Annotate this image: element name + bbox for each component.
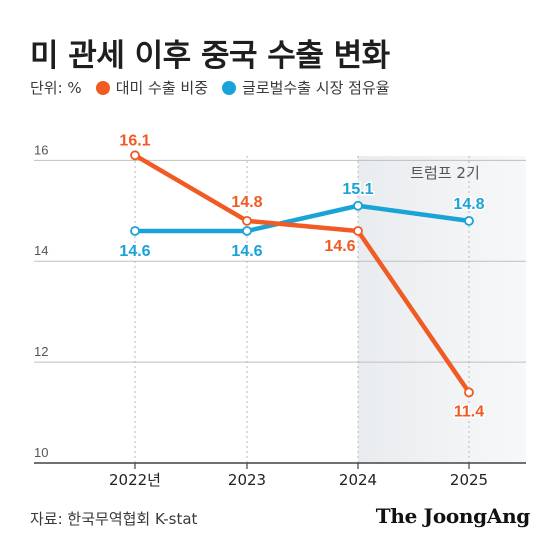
unit-label: 단위: % xyxy=(30,79,82,97)
data-label: 11.4 xyxy=(454,403,484,420)
x-tick-label: 2022년 xyxy=(109,471,161,489)
data-point xyxy=(464,387,474,398)
data-point xyxy=(130,226,140,236)
legend-label-global-market-share: 글로벌수출 시장 점유율 xyxy=(242,79,390,97)
data-point xyxy=(130,150,140,161)
brand-logo: The JoongAng xyxy=(375,504,531,528)
x-tick-label: 2024 xyxy=(339,471,377,489)
legend-marker-global-market-share xyxy=(222,80,237,95)
data-label: 14.8 xyxy=(231,194,262,211)
y-tick-label: 14 xyxy=(34,243,48,258)
legend-item-us-export-share: 대미 수출 비중 xyxy=(95,77,209,98)
data-point xyxy=(353,200,363,211)
y-tick-label: 10 xyxy=(34,445,48,460)
legend-item-global-market-share: 글로벌수출 시장 점유율 xyxy=(222,77,390,98)
legend-label-us-export-share: 대미 수출 비중 xyxy=(115,79,209,97)
data-label: 16.1 xyxy=(119,132,150,149)
data-label: 14.6 xyxy=(324,238,355,255)
legend: 단위: % 대미 수출 비중 글로벌수출 시장 점유율 xyxy=(30,77,404,98)
data-point xyxy=(464,215,474,226)
legend-marker-us-export-share xyxy=(95,80,110,95)
x-tick-label: 2025 xyxy=(450,471,488,489)
data-label: 14.6 xyxy=(231,243,262,260)
shaded-region xyxy=(358,156,526,463)
series-line xyxy=(132,153,472,395)
series-line xyxy=(132,203,472,234)
data-point xyxy=(242,226,252,236)
shaded-region-label: 트럼프 2기 xyxy=(410,164,480,182)
data-point xyxy=(353,226,363,236)
chart-title: 미 관세 이후 중국 수출 변화 xyxy=(30,38,390,74)
source-note: 자료: 한국무역협회 K-stat xyxy=(30,510,198,528)
data-label: 15.1 xyxy=(342,181,373,198)
y-tick-label: 16 xyxy=(34,142,48,157)
data-label: 14.6 xyxy=(119,243,150,260)
y-tick-label: 12 xyxy=(34,344,48,359)
data-label: 14.8 xyxy=(453,196,484,213)
x-tick-label: 2023 xyxy=(228,471,266,489)
data-point xyxy=(242,215,252,226)
